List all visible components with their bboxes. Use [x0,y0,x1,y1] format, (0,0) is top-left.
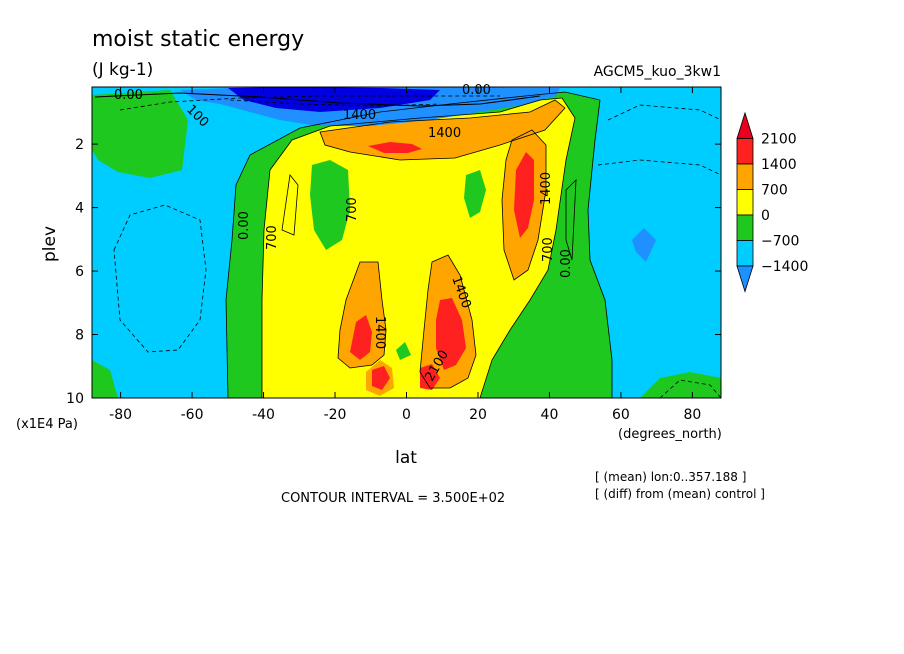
x-axis-units: (degrees_north) [618,427,722,442]
x-axis: -80 -60 -40 -20 0 20 40 60 80 [109,87,701,423]
contour-orange-right [419,254,477,389]
field-green-botright [640,372,721,398]
x-tick-label: -60 [181,407,204,423]
colorbar-arrow-bottom [736,265,754,293]
y-axis: 2 4 6 8 10 [66,137,721,407]
experiment-label: AGCM5_kuo_3kw1 [594,64,721,80]
colorbar-box [736,189,754,216]
colorbar-label: 0 [761,208,770,224]
y-tick-label: 6 [75,264,84,280]
contour-label: 1400 [428,126,461,141]
contour-label: 700 [265,225,280,250]
contour-label: 1400 [372,316,387,349]
x-tick-label: -40 [252,407,275,423]
field-red-right [514,152,534,238]
contour-label: 0.00 [114,88,143,103]
x-tick-label: 80 [683,407,701,423]
x-tick-label: 20 [469,407,487,423]
contour-label: 0.00 [559,249,574,278]
field-orange-left-lobe [338,262,386,368]
x-tick-label: 40 [541,407,559,423]
field-red-top [368,142,422,153]
x-axis-title: lat [395,448,417,468]
field-red-right-lobe [436,298,466,370]
y-tick-label: 2 [75,137,84,153]
contour-orange-upper-right [501,129,547,281]
y-axis-units: (x1E4 Pa) [16,417,78,432]
chart-title: moist static energy [92,27,304,52]
chart-units: (J kg-1) [92,60,153,80]
colorbar-label: 2100 [761,132,797,148]
x-tick-label: 60 [612,407,630,423]
contour-neg-left [113,204,207,353]
y-tick-label: 8 [75,328,84,344]
x-tick-label: 0 [402,407,411,423]
field-red-bottom-right [420,364,440,390]
contour-orange-left [337,261,387,369]
contour-yellow-edge [261,97,576,398]
y-axis-title: plev [40,226,60,262]
field-green-pocket-2 [464,170,486,218]
contour-label: 700 [541,237,556,262]
contour-neg-right [607,104,721,121]
x-tick-label: -80 [109,407,132,423]
contour-label: 1400 [343,108,376,123]
note-line-1: [ (mean) lon:0..357.188 ] [595,470,746,484]
colorbar-label: −1400 [761,259,808,275]
field-red-bottom-left [372,366,390,390]
y-tick-label: 4 [75,201,84,217]
colorbar-box [736,163,754,190]
note-line-2: [ (diff) from (mean) control ] [595,487,765,501]
field-green-botleft [92,360,118,398]
contour-inner-right [565,178,577,261]
contour-neg-botright [659,379,721,398]
field-green-pocket-1 [310,160,350,250]
colorbar-label: −700 [761,234,799,250]
contour-label: 0.00 [462,83,491,98]
contour-label: 1400 [539,172,554,205]
colorbar-box [736,240,754,267]
contour-green-edge [225,91,613,398]
contour-label: 0.00 [237,211,252,240]
y-tick-label: 10 [66,391,84,407]
contour-inner-left [281,174,299,236]
field-red-left-lobe [350,315,372,360]
colorbar-label: 700 [761,183,788,199]
colorbar-label: 1400 [761,157,797,173]
contour-neg-top-2 [229,99,441,107]
colorbar-box [736,138,754,165]
colorbar: 2100 1400 700 0 −700 −1400 [736,111,808,293]
contour-zero-top [94,92,541,107]
colorbar-box [736,214,754,241]
field-green-pocket-3 [396,342,411,360]
contour-neg-top [119,95,500,111]
plot-area [92,87,721,398]
colorbar-arrow-top [736,111,754,139]
contour-neg-right-2 [597,159,721,176]
contour-interval: CONTOUR INTERVAL = 3.500E+02 [281,491,505,506]
contour-orange-upper [319,99,566,161]
contour-label: 700 [345,197,360,222]
x-tick-label: -20 [324,407,347,423]
field-blue-spot [632,228,656,262]
field-green-topleft [92,90,188,178]
